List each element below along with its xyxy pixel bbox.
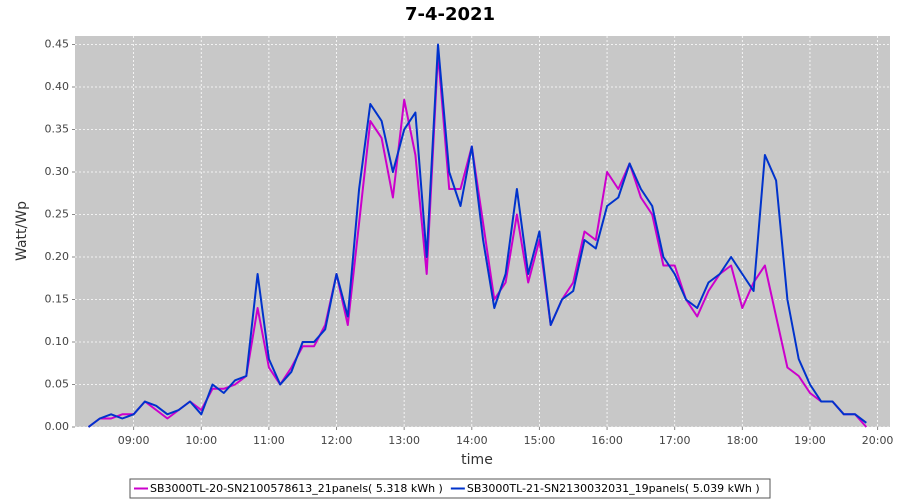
y-tick-label: 0.20 — [45, 250, 70, 263]
x-tick-label: 10:00 — [185, 434, 217, 447]
y-tick-label: 0.25 — [45, 208, 70, 221]
x-axis-label: time — [461, 452, 493, 468]
chart-title: 7-4-2021 — [405, 4, 495, 25]
legend — [129, 478, 771, 499]
x-tick-label: 11:00 — [253, 434, 285, 447]
y-tick-label: 0.35 — [45, 123, 70, 136]
x-tick-label: 19:00 — [794, 434, 826, 447]
x-tick-label: 18:00 — [726, 434, 758, 447]
y-tick-label: 0.00 — [45, 420, 70, 433]
y-axis-label: Watt/Wp — [14, 201, 30, 261]
y-tick-label: 0.45 — [45, 38, 70, 51]
x-tick-label: 17:00 — [659, 434, 691, 447]
y-tick-label: 0.10 — [45, 335, 70, 348]
x-tick-label: 09:00 — [118, 434, 150, 447]
x-tick-label: 14:00 — [456, 434, 488, 447]
x-tick-label: 12:00 — [321, 434, 353, 447]
series-line — [87, 43, 867, 428]
y-tick-label: 0.05 — [45, 378, 70, 391]
legend-label: SB3000TL-21-SN2130032031_19panels( 5.039… — [467, 482, 760, 495]
x-tick-label: 15:00 — [524, 434, 556, 447]
x-tick-label: 20:00 — [862, 434, 894, 447]
x-tick-label: 13:00 — [388, 434, 420, 447]
y-tick-label: 0.40 — [45, 80, 70, 93]
y-tick-label: 0.30 — [45, 165, 70, 178]
x-tick-label: 16:00 — [591, 434, 623, 447]
y-tick-label: 0.15 — [45, 293, 70, 306]
legend-label: SB3000TL-20-SN2100578613_21panels( 5.318… — [150, 482, 443, 495]
